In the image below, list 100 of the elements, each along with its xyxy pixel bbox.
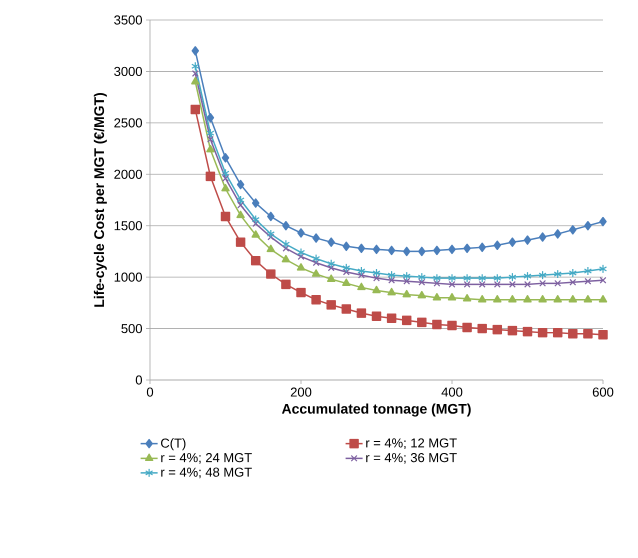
- x-tick-label: 600: [592, 388, 614, 397]
- point: [569, 225, 577, 235]
- point: [298, 253, 304, 260]
- x-tick-label: 200: [290, 388, 312, 397]
- point: [432, 320, 442, 330]
- point: [282, 220, 290, 230]
- point: [312, 259, 320, 266]
- point: [327, 259, 336, 268]
- point: [402, 290, 411, 298]
- point: [296, 263, 306, 271]
- point: [433, 246, 441, 256]
- point: [418, 246, 426, 256]
- y-tick-label: 2000: [114, 170, 142, 179]
- point: [432, 292, 442, 300]
- point: [462, 294, 472, 302]
- point: [508, 272, 516, 282]
- point: [508, 295, 517, 303]
- y-tick-label: 0: [136, 375, 142, 385]
- point: [448, 274, 456, 283]
- point: [282, 244, 290, 252]
- point: [554, 229, 562, 239]
- point: [463, 274, 472, 283]
- point: [357, 266, 366, 276]
- point: [538, 295, 547, 303]
- point: [328, 264, 335, 272]
- y-tick-label: 500: [121, 324, 142, 334]
- point: [267, 212, 275, 222]
- point: [584, 278, 592, 285]
- point: [297, 228, 305, 238]
- point: [584, 295, 592, 303]
- point: [373, 274, 380, 282]
- point: [478, 280, 486, 288]
- point: [538, 270, 547, 280]
- point: [252, 198, 260, 208]
- point: [237, 202, 244, 209]
- point: [192, 70, 199, 77]
- point: [252, 214, 260, 224]
- point: [523, 295, 532, 303]
- y-tick-label: 2500: [114, 118, 142, 128]
- y-axis-title: Life-cycle Cost per MGT (€/MGT): [94, 92, 107, 307]
- point: [236, 237, 246, 247]
- point: [220, 212, 230, 222]
- point: [494, 280, 501, 288]
- point: [206, 136, 214, 143]
- point: [342, 268, 350, 276]
- point: [327, 274, 336, 282]
- point: [358, 244, 366, 254]
- point: [372, 268, 381, 278]
- point: [418, 272, 426, 282]
- point: [342, 242, 350, 252]
- point: [358, 272, 365, 279]
- point: [388, 246, 396, 256]
- point: [598, 330, 608, 340]
- point: [250, 256, 260, 266]
- y-tick-label: 1000: [114, 272, 142, 282]
- point: [327, 237, 335, 247]
- point: [598, 264, 608, 274]
- point: [266, 269, 276, 279]
- point: [554, 269, 562, 279]
- point: [222, 153, 230, 163]
- point: [522, 326, 532, 336]
- point: [356, 308, 366, 318]
- point: [402, 246, 410, 256]
- point: [267, 234, 274, 240]
- point: [584, 220, 592, 230]
- point: [236, 210, 245, 218]
- point: [236, 195, 245, 205]
- point: [206, 172, 216, 182]
- point: [221, 168, 230, 178]
- point: [312, 233, 320, 243]
- point: [402, 316, 412, 326]
- point: [388, 276, 396, 284]
- legend-label: r = 4%; 12 MGT: [366, 438, 457, 450]
- point: [493, 274, 502, 283]
- point: [206, 112, 214, 122]
- point: [462, 322, 472, 332]
- x-tick-label: 400: [441, 388, 462, 397]
- point: [600, 276, 606, 284]
- point: [583, 328, 593, 338]
- legend-label: C(T): [161, 438, 186, 450]
- point: [448, 280, 456, 288]
- point: [372, 286, 381, 294]
- point: [191, 62, 200, 71]
- point: [524, 235, 532, 245]
- point: [206, 128, 214, 138]
- point: [388, 270, 396, 280]
- point: [387, 288, 396, 296]
- point: [463, 244, 471, 254]
- point: [598, 295, 608, 303]
- y-tick-label: 3000: [114, 66, 142, 76]
- legend-label: r = 4%; 24 MGT: [161, 453, 252, 464]
- point: [554, 280, 562, 287]
- point: [418, 290, 426, 298]
- point: [568, 268, 577, 278]
- point: [448, 244, 456, 254]
- point: [508, 280, 516, 288]
- point: [372, 311, 382, 321]
- point: [312, 254, 320, 264]
- point: [206, 144, 215, 152]
- point: [417, 318, 427, 328]
